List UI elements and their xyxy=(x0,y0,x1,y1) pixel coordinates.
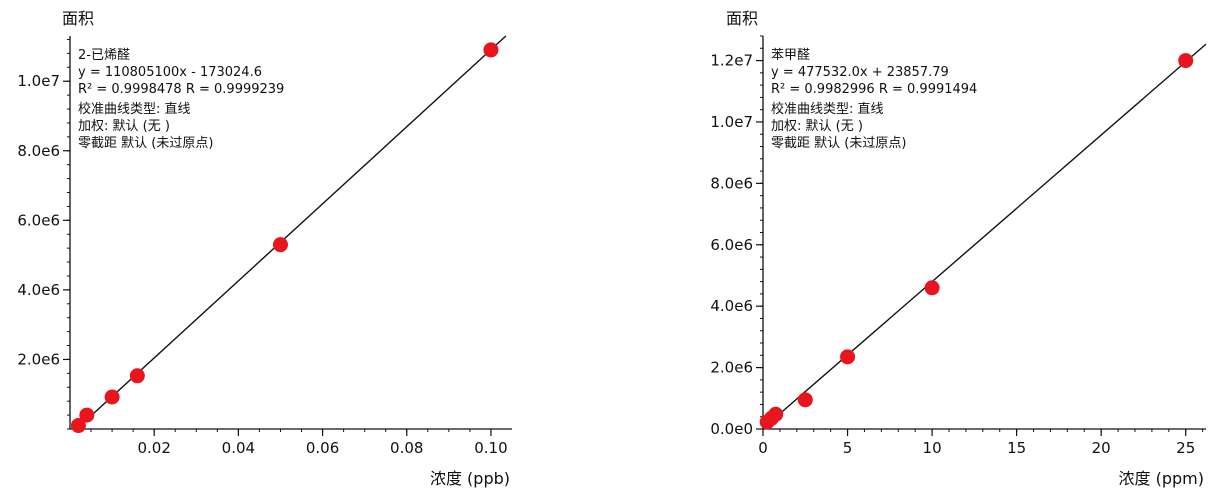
data-point xyxy=(70,418,86,434)
data-point xyxy=(104,389,120,405)
y-tick-label: 2.0e6 xyxy=(17,350,60,368)
annotation-line: 校准曲线类型: 直线 xyxy=(78,101,191,117)
y-axis-title: 面积 xyxy=(62,9,94,28)
x-tick-label: 10 xyxy=(923,439,942,457)
fit-line xyxy=(762,43,1207,429)
y-tick-label: 1.0e7 xyxy=(17,72,60,90)
y-tick-label: 6.0e6 xyxy=(17,211,60,229)
y-tick-label: 1.0e7 xyxy=(710,113,753,131)
fit-line xyxy=(76,35,507,430)
y-tick-label: 0.0e0 xyxy=(710,420,753,438)
y-tick-label: 8.0e6 xyxy=(710,174,753,192)
y-tick-label: 1.2e7 xyxy=(710,52,753,70)
x-tick-label: 0.02 xyxy=(137,439,170,457)
chart-1: 2.0e6 4.0e6 6.0e6 8.0e6 1.0e7 0.02 0.04 0.06 0.0… xyxy=(17,9,512,488)
data-point xyxy=(840,349,856,365)
x-tick-label: 0.08 xyxy=(390,439,423,457)
data-point xyxy=(272,237,288,253)
x-tick-label: 0 xyxy=(758,439,768,457)
annotation-line: 零截距 默认 (未过原点) xyxy=(78,135,213,151)
data-point xyxy=(1178,53,1194,69)
data-point xyxy=(129,368,145,384)
compound-name: 苯甲醛 xyxy=(771,47,810,63)
x-tick-label: 25 xyxy=(1176,439,1195,457)
data-point xyxy=(797,392,813,408)
annotation-line: 零截距 默认 (未过原点) xyxy=(771,135,906,151)
data-point xyxy=(79,407,95,423)
x-tick-label: 0.06 xyxy=(306,439,339,457)
compound-name: 2-已烯醛 xyxy=(78,47,130,63)
y-tick-label: 6.0e6 xyxy=(710,236,753,254)
annotation-line: y = 110805100x - 173024.6 xyxy=(78,65,262,80)
y-tick-label: 4.0e6 xyxy=(710,297,753,315)
annotation-line: y = 477532.0x + 23857.79 xyxy=(771,65,949,80)
x-tick-label: 20 xyxy=(1092,439,1111,457)
y-axis-title: 面积 xyxy=(726,9,758,28)
annotation-line: R² = 0.9982996 R = 0.9991494 xyxy=(771,82,977,97)
y-tick-label: 8.0e6 xyxy=(17,142,60,160)
x-axis-title: 浓度 (ppm) xyxy=(1119,469,1204,488)
data-point xyxy=(768,406,784,422)
x-tick-label: 0.04 xyxy=(222,439,255,457)
x-tick-label: 0.10 xyxy=(474,439,507,457)
chart-2: 0.0e0 2.0e6 4.0e6 6.0e6 8.0e6 1.0e7 1.2e7 0 5 10 1… xyxy=(710,9,1207,488)
annotation-line: R² = 0.9998478 R = 0.9999239 xyxy=(78,82,284,97)
data-point xyxy=(483,42,499,58)
x-tick-label: 15 xyxy=(1007,439,1026,457)
x-axis-title: 浓度 (ppb) xyxy=(430,469,510,488)
y-tick-label: 4.0e6 xyxy=(17,281,60,299)
x-tick-label: 5 xyxy=(843,439,853,457)
data-point xyxy=(924,280,940,296)
annotation-line: 加权: 默认 (无 ) xyxy=(771,118,863,134)
y-tick-label: 2.0e6 xyxy=(710,359,753,377)
annotation-line: 加权: 默认 (无 ) xyxy=(78,118,170,134)
annotation-line: 校准曲线类型: 直线 xyxy=(771,101,884,117)
